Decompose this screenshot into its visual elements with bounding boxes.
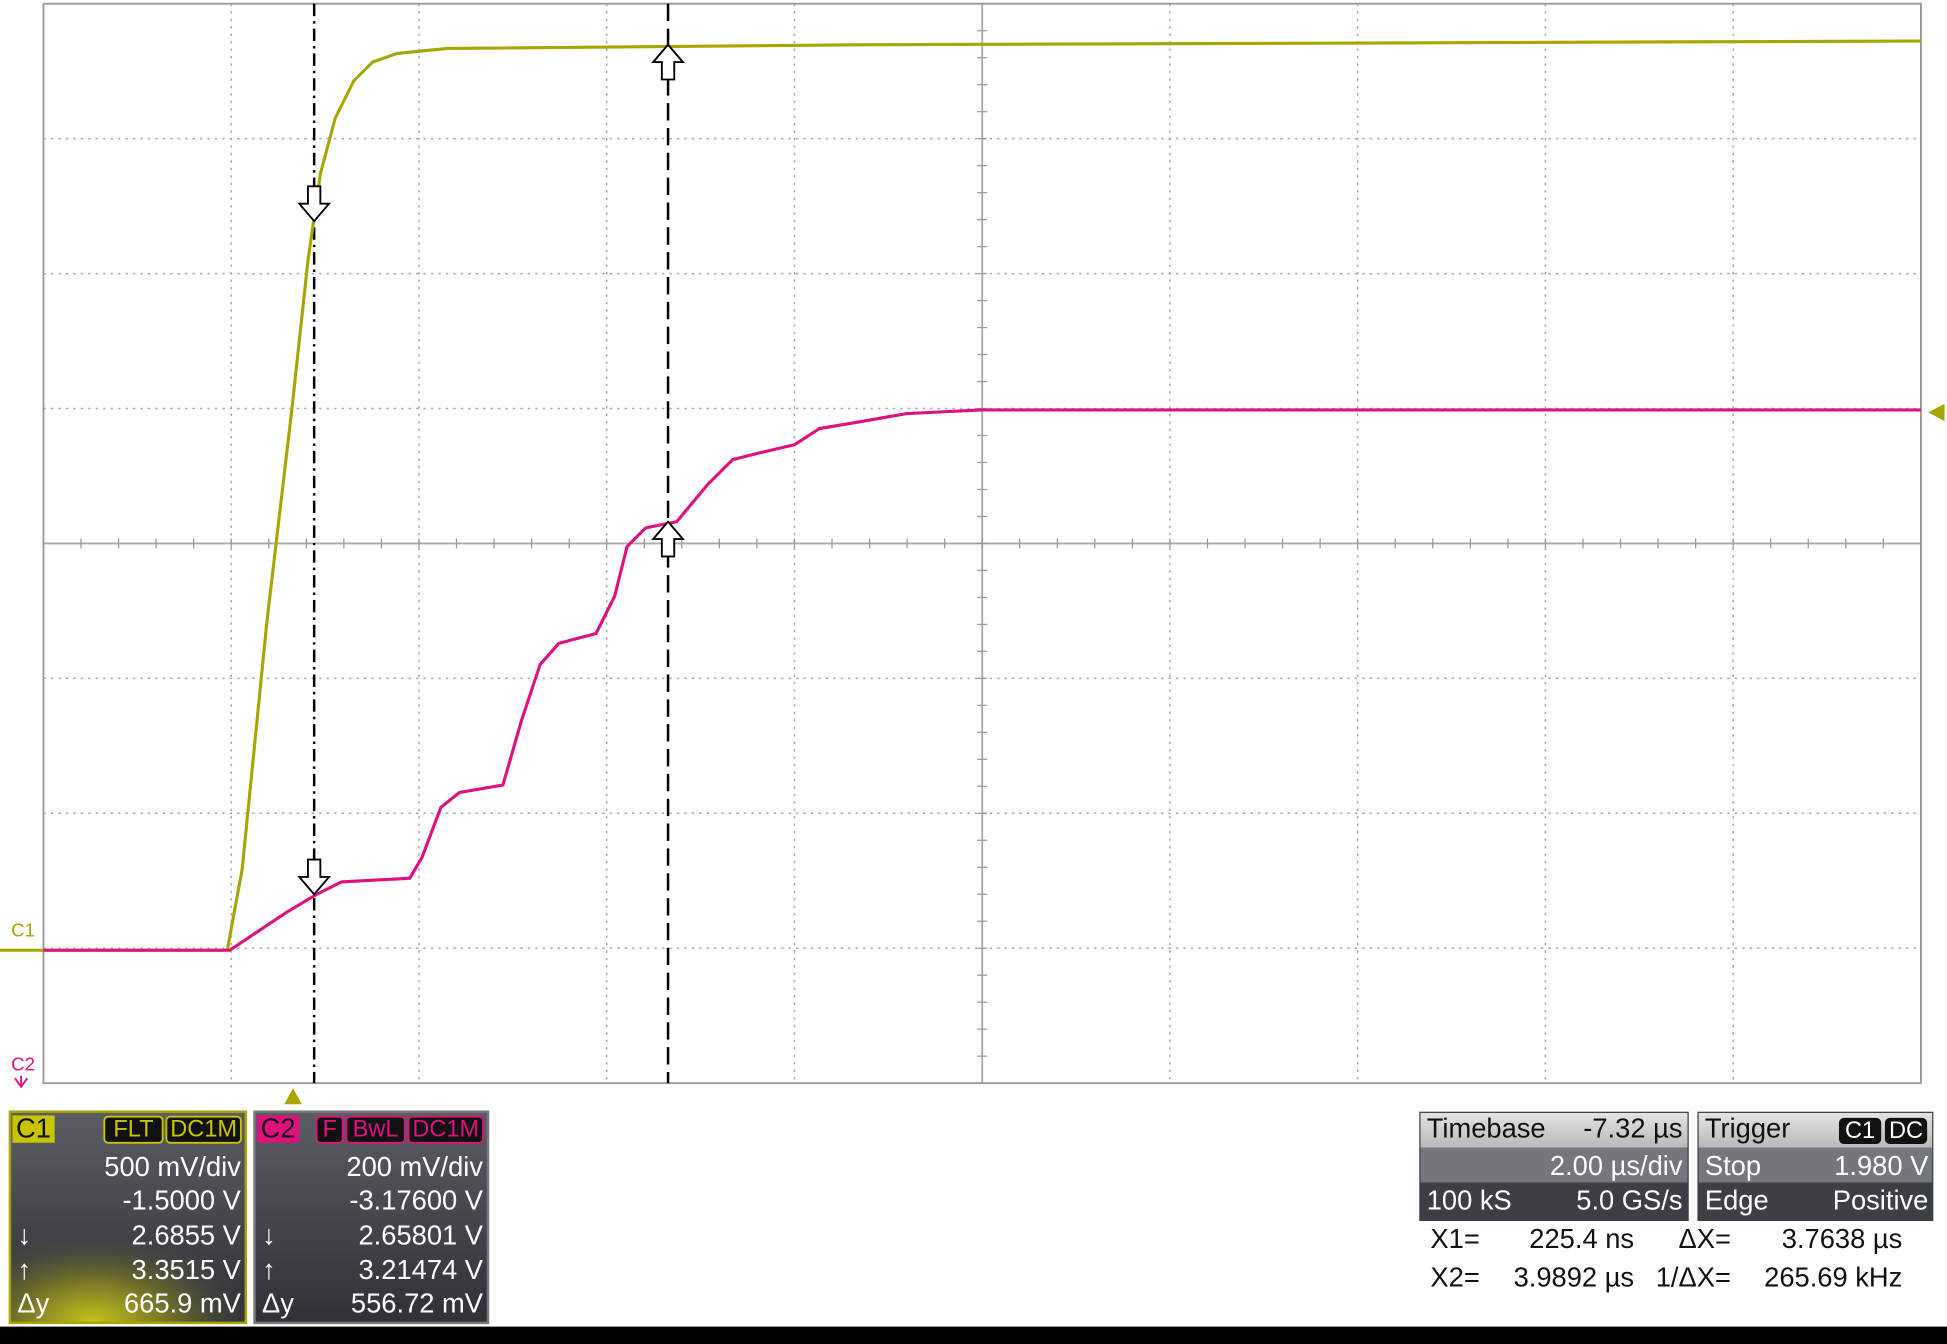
timebase-samples: 100 kS [1427, 1185, 1512, 1216]
trace-c2 [43, 408, 1921, 952]
dx-label: ΔX= [1679, 1223, 1731, 1254]
trigger-level-marker [1928, 403, 1945, 422]
channel-offset: -1.5000 V [122, 1185, 241, 1216]
channel-delta: 665.9 mV [124, 1288, 242, 1319]
bottom-bar [0, 1326, 1947, 1344]
panel-row [1420, 1147, 1688, 1183]
channel-scale: 500 mV/div [104, 1151, 241, 1182]
dx-value: 3.7638 µs [1782, 1223, 1903, 1254]
c1-marker: C1 [11, 920, 35, 941]
trigger-panel[interactable]: Trigger C1 DC Stop 1.980 V Edge Positive [1697, 1111, 1934, 1222]
trigger-coupling: DC [1889, 1117, 1923, 1143]
trigger-source: C1 [1845, 1117, 1875, 1143]
channel-offset: -3.17600 V [349, 1185, 483, 1216]
channel-tag-box [165, 1115, 242, 1144]
channel-cursor1: 2.65801 V [358, 1219, 483, 1250]
channel-delta-label: Δy [17, 1288, 49, 1319]
graticule [42, 3, 1922, 1084]
channel-tag-box [315, 1115, 344, 1144]
channel-label-box [12, 1115, 55, 1143]
panel-border [253, 1110, 490, 1325]
channel-cursor2-symbol: ↑ [262, 1254, 276, 1285]
channel-label: C1 [16, 1113, 51, 1144]
x1-value: 225.4 ns [1529, 1223, 1634, 1254]
arrow-down [297, 858, 332, 896]
panel-glow [9, 1186, 246, 1323]
channel-cursor1-symbol: ↓ [262, 1219, 276, 1250]
trigger-label: Trigger [1705, 1113, 1790, 1144]
tag-box [1884, 1117, 1928, 1145]
c2-marker: C2 [11, 1054, 35, 1075]
cursor-arrows [297, 43, 685, 896]
timebase-rate: 5.0 GS/s [1576, 1185, 1682, 1216]
channel-delta-label: Δy [262, 1288, 294, 1319]
trace-c1 [0, 39, 1921, 952]
timebase-delay: -7.32 µs [1583, 1113, 1682, 1144]
timebase-scale: 2.00 µs/div [1550, 1150, 1683, 1181]
x2-label: X2= [1430, 1262, 1479, 1293]
timebase-label: Timebase [1427, 1113, 1546, 1144]
arrow-up [651, 520, 685, 558]
channel-cursor2: 3.3515 V [132, 1254, 242, 1285]
channel-tag-box [407, 1115, 484, 1144]
tag-box [1838, 1117, 1882, 1145]
channel-cursor1-symbol: ↓ [17, 1219, 31, 1250]
channel-tag: FLT [113, 1116, 153, 1142]
panel-bg [254, 1111, 488, 1323]
c2-marker-arrow [14, 1075, 29, 1089]
arrow-up [651, 43, 685, 81]
timebase-panel[interactable]: Timebase -7.32 µs 2.00 µs/div 100 kS 5.0… [1419, 1111, 1689, 1222]
channel-label: C2 [261, 1113, 296, 1144]
channel-tag-box [103, 1115, 164, 1144]
c1-panel[interactable]: C1 DC1M FLT 500 mV/div-1.5000 V2.6855 V 3.35… [8, 1110, 248, 1325]
c2-panel[interactable]: C2 DC1M BwL F 200 mV/div-3.17600 V2.65801 V 3… [253, 1110, 490, 1325]
channel-tag: DC1M [170, 1116, 237, 1142]
channel-cursor2-symbol: ↑ [17, 1254, 31, 1285]
trigger-position-marker [284, 1088, 302, 1105]
channel-tag: F [322, 1116, 336, 1142]
arrow-down [297, 185, 332, 223]
x1-label: X1= [1430, 1223, 1479, 1254]
channel-delta: 556.72 mV [351, 1288, 484, 1319]
panel-header [1420, 1112, 1688, 1148]
channel-cursor1: 2.6855 V [132, 1219, 242, 1250]
inv-dx-label: 1/ΔX= [1656, 1262, 1731, 1293]
channel-tag: DC1M [412, 1116, 479, 1142]
channel-scale: 200 mV/div [346, 1151, 483, 1182]
channel-tag-box [345, 1115, 406, 1144]
panel-border [8, 1110, 248, 1325]
panel-row [1698, 1147, 1933, 1183]
trigger-type: Edge [1705, 1185, 1769, 1216]
x2-value: 3.9892 µs [1514, 1262, 1635, 1293]
inv-dx-value: 265.69 kHz [1764, 1262, 1902, 1293]
channel-tag: BwL [353, 1116, 399, 1142]
channel-cursor2: 3.21474 V [358, 1254, 483, 1285]
trigger-level: 1.980 V [1834, 1150, 1929, 1181]
cursor-readout: X1= 225.4 ns ΔX= 3.7638 µs X2= 3.9892 µs… [1430, 1223, 1902, 1293]
trigger-slope: Positive [1833, 1185, 1929, 1216]
graticule-border [42, 2, 1922, 1085]
channel-label-box [257, 1115, 300, 1143]
trigger-mode: Stop [1705, 1150, 1761, 1181]
